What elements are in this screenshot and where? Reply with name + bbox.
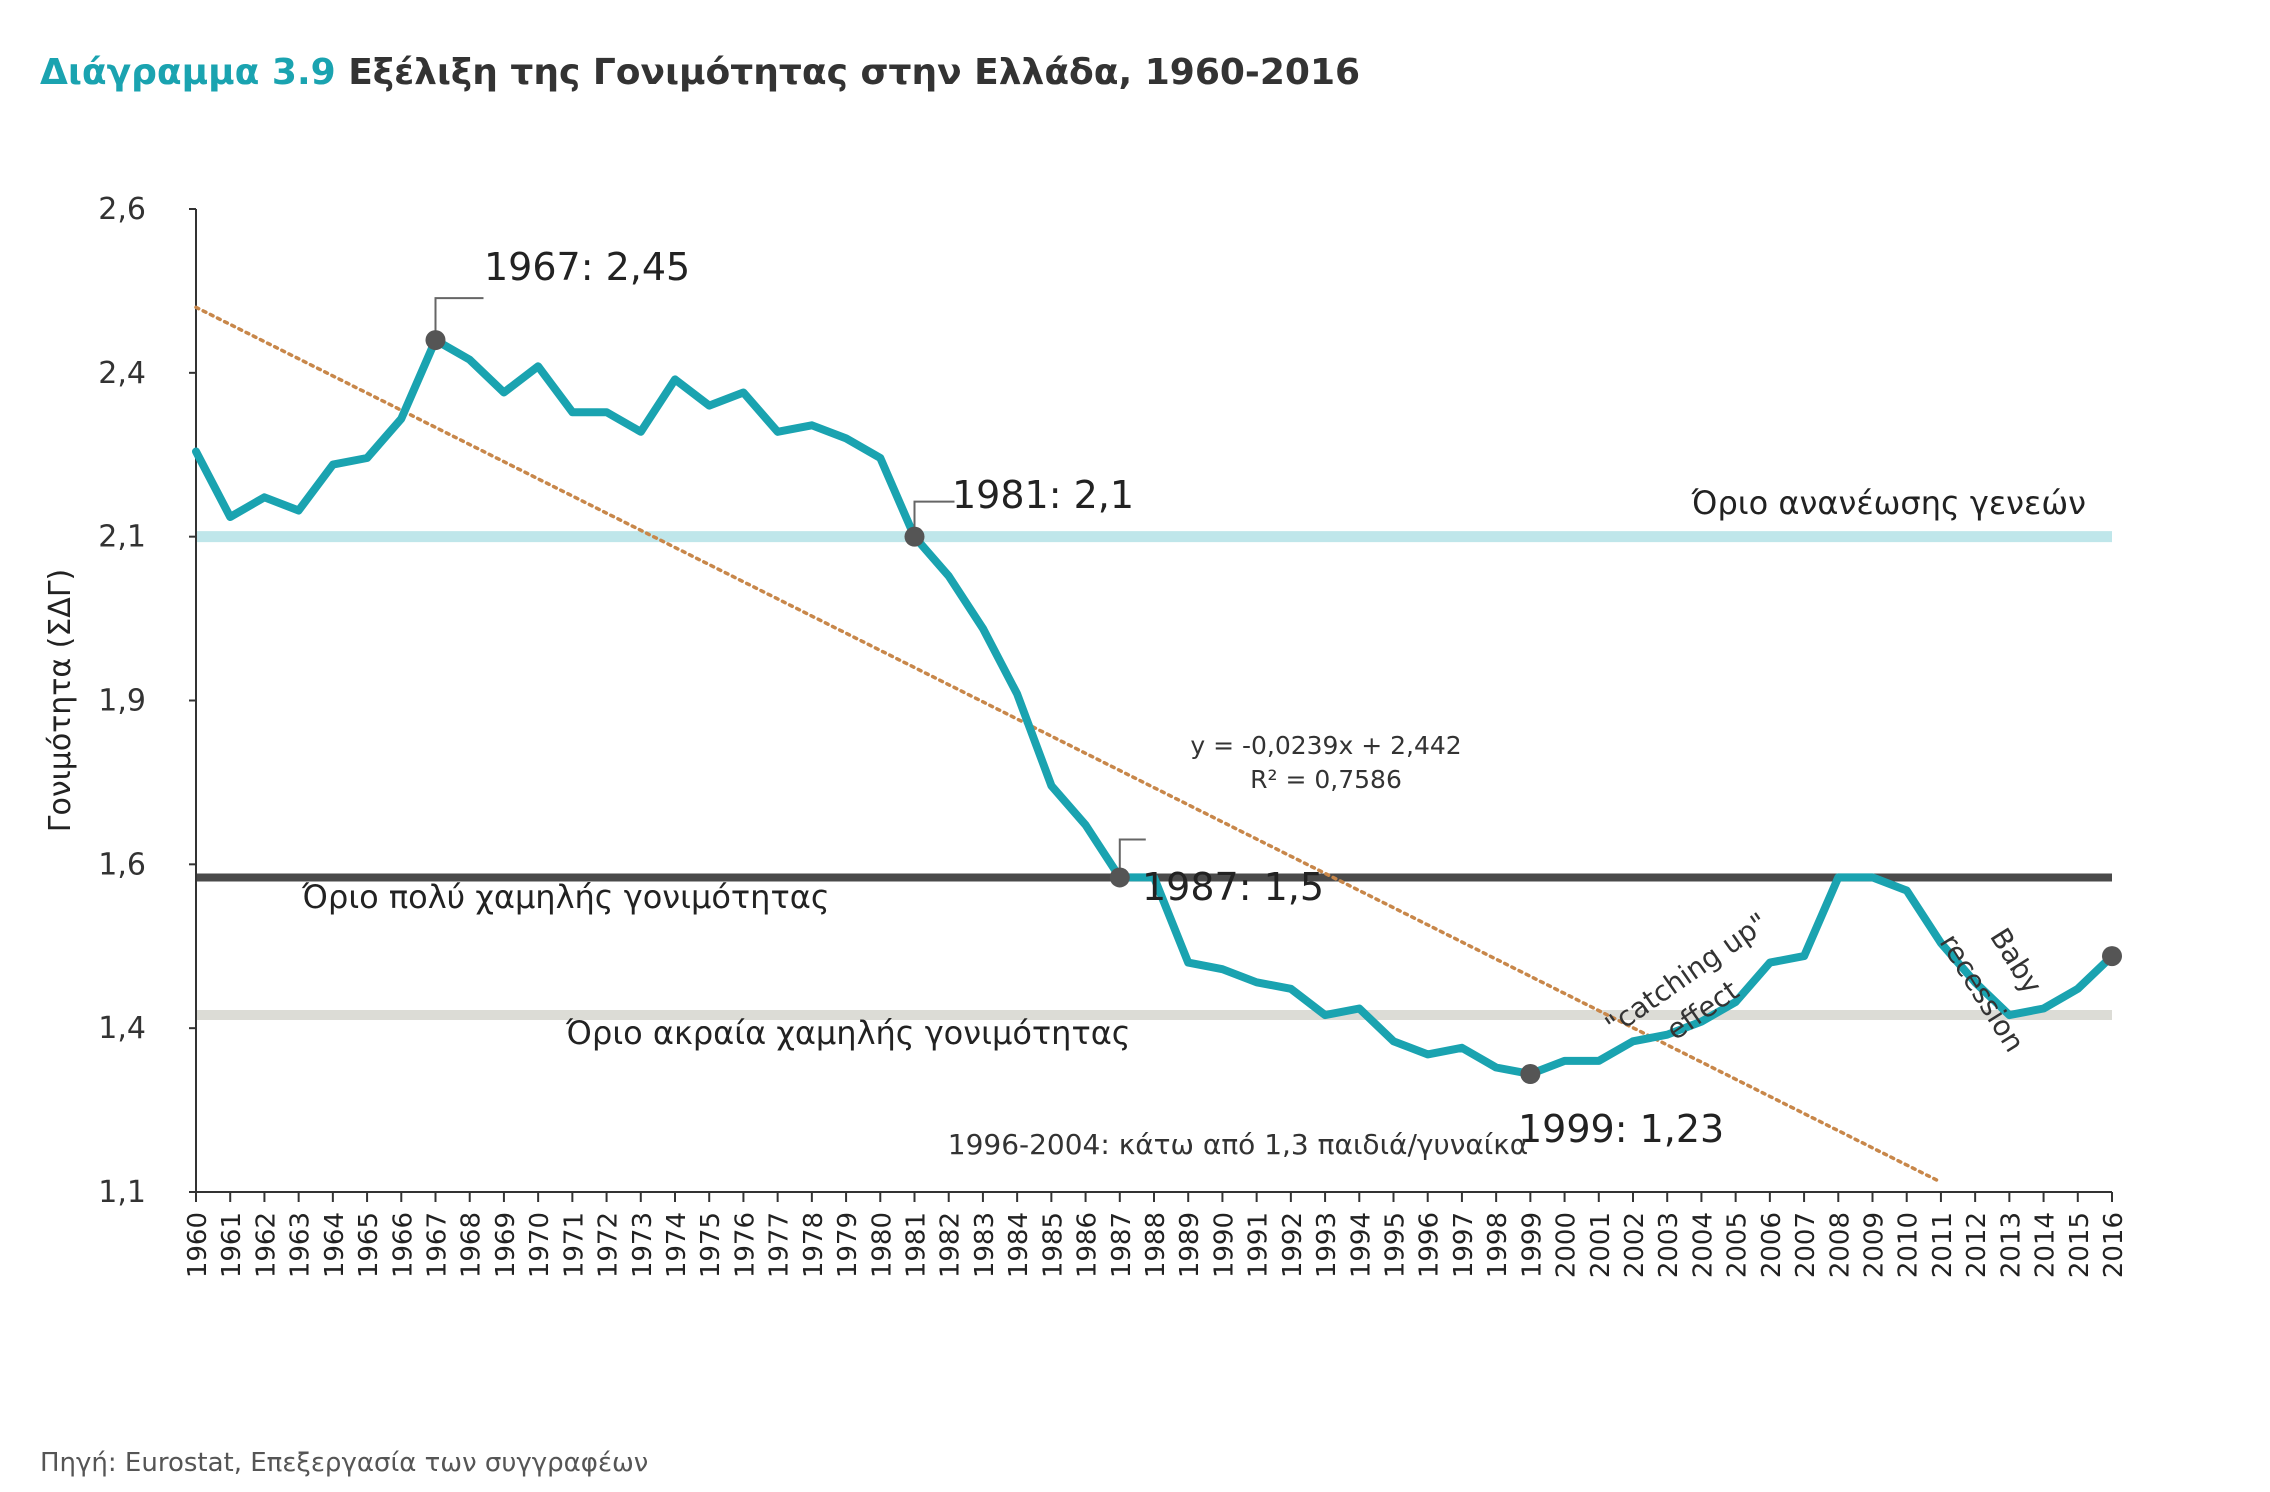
x-tick-label: 1987 — [1107, 1212, 1137, 1278]
y-tick-label: 1,1 — [98, 1175, 146, 1210]
marker-1967 — [425, 330, 446, 351]
trend-equation: y = -0,0239x + 2,442 — [1190, 731, 1461, 760]
marker-1967-leader — [434, 297, 484, 341]
x-tick-label: 1986 — [1073, 1212, 1103, 1278]
x-tick-label: 1998 — [1483, 1212, 1513, 1278]
x-tick-label: 1992 — [1278, 1212, 1308, 1278]
x-tick-label: 1963 — [286, 1212, 316, 1278]
x-tick-label: 1968 — [457, 1212, 487, 1278]
reference-lines — [196, 531, 2112, 1021]
series-line — [192, 336, 2116, 1078]
highlight-markers — [425, 297, 2122, 1085]
x-tick-label: 1995 — [1381, 1212, 1411, 1278]
x-tick-label: 1989 — [1175, 1212, 1205, 1278]
x-tick-label: 2006 — [1757, 1212, 1787, 1278]
x-tick-label: 1981 — [902, 1212, 932, 1278]
x-tick-label: 2015 — [2065, 1212, 2095, 1278]
annotation-1967: 1967: 2,45 — [484, 245, 690, 289]
x-tick-label: 1962 — [251, 1212, 281, 1278]
marker-1981 — [904, 526, 925, 547]
x-tick-label: 1974 — [662, 1212, 692, 1278]
x-tick-label: 1994 — [1346, 1212, 1376, 1278]
x-tick-label: 2010 — [1894, 1212, 1924, 1278]
x-tick-label: 1971 — [559, 1212, 589, 1278]
series-group — [192, 336, 2116, 1078]
x-tick-label: 1977 — [765, 1212, 795, 1278]
x-tick-label: 1984 — [1004, 1212, 1034, 1278]
x-tick-label: 1975 — [696, 1212, 726, 1278]
x-tick-label: 1961 — [217, 1212, 247, 1278]
trend-r-squared: R² = 0,7586 — [1250, 765, 1402, 794]
chart-title-number: Διάγραμμα 3.9 — [40, 52, 336, 93]
x-tick-label: 1990 — [1209, 1212, 1239, 1278]
x-tick-label: 1969 — [491, 1212, 521, 1278]
x-tick-label: 2004 — [1688, 1212, 1718, 1278]
annotation-1981: 1981: 2,1 — [952, 473, 1134, 517]
reference-label-extreme-low: Όριο ακραία χαμηλής γονιμότητας — [565, 1014, 1131, 1052]
marker-1999 — [1520, 1064, 1541, 1085]
x-tick-label: 2012 — [1962, 1212, 1992, 1278]
period-note: 1996-2004: κάτω από 1,3 παιδιά/γυναίκα — [948, 1128, 1528, 1161]
x-tick-label: 1960 — [183, 1212, 213, 1278]
annotation-1999: 1999: 1,23 — [1518, 1107, 1724, 1151]
marker-1981-leader — [913, 500, 955, 537]
x-tick-label: 2003 — [1654, 1212, 1684, 1278]
x-tick-label: 1993 — [1312, 1212, 1342, 1278]
x-tick-label: 1967 — [423, 1212, 453, 1278]
x-tick-label: 1972 — [594, 1212, 624, 1278]
x-tick-label: 1970 — [525, 1212, 555, 1278]
x-tick-label: 1997 — [1449, 1212, 1479, 1278]
x-tick-label: 2000 — [1552, 1212, 1582, 1278]
x-tick-label: 1978 — [799, 1212, 829, 1278]
x-tick-label: 1988 — [1141, 1212, 1171, 1278]
x-tick-label: 2007 — [1791, 1212, 1821, 1278]
x-tick-label: 1983 — [970, 1212, 1000, 1278]
x-tick-label: 1979 — [833, 1212, 863, 1278]
x-tick-label: 1966 — [388, 1212, 418, 1278]
x-tick-label: 2011 — [1928, 1212, 1958, 1278]
chart-title: Διάγραμμα 3.9 Εξέλιξη της Γονιμότητας στ… — [40, 52, 1360, 93]
x-tick-label: 2008 — [1825, 1212, 1855, 1278]
x-tick-label: 1996 — [1415, 1212, 1445, 1278]
y-axis-title: Γονιμότητα (ΣΔΓ) — [43, 569, 78, 832]
x-tick-label: 1965 — [354, 1212, 384, 1278]
x-tick-label: 1999 — [1517, 1212, 1547, 1278]
reference-label-very-low: Όριο πολύ χαμηλής γονιμότητας — [301, 878, 830, 916]
x-tick-label: 1964 — [320, 1212, 350, 1278]
x-tick-label: 2001 — [1586, 1212, 1616, 1278]
annotations: Όριο ανανέωσης γενεών Όριο πολύ χαμηλής … — [301, 245, 2086, 1161]
x-tick-label: 1973 — [628, 1212, 658, 1278]
y-tick-label: 1,4 — [98, 1011, 146, 1046]
x-tick-label: 2013 — [1996, 1212, 2026, 1278]
x-tick-label: 2014 — [2031, 1212, 2061, 1278]
x-tick-label: 2005 — [1723, 1212, 1753, 1278]
y-tick-label: 2,1 — [98, 520, 146, 555]
y-tick-label: 1,9 — [98, 684, 146, 719]
x-tick-label: 1976 — [730, 1212, 760, 1278]
source-note: Πηγή: Eurostat, Επεξεργασία των συγγραφέ… — [40, 1448, 649, 1478]
x-tick-label: 2016 — [2099, 1212, 2129, 1278]
annotation-1987: 1987: 1,5 — [1142, 865, 1324, 909]
marker-2016 — [2102, 946, 2122, 967]
x-tick-label: 1991 — [1244, 1212, 1274, 1278]
x-tick-label: 1985 — [1038, 1212, 1068, 1278]
chart-title-text: Εξέλιξη της Γονιμότητας στην Ελλάδα, 196… — [348, 52, 1361, 93]
x-tick-label: 2002 — [1620, 1212, 1650, 1278]
x-tick-label: 2009 — [1860, 1212, 1890, 1278]
y-tick-label: 2,4 — [98, 356, 146, 391]
y-tick-label: 1,6 — [98, 847, 146, 882]
marker-1987-leader — [1118, 838, 1146, 878]
x-tick-label: 1980 — [867, 1212, 897, 1278]
x-tick-label: 1982 — [936, 1212, 966, 1278]
reference-label-renewal: Όριο ανανέωσης γενεών — [1690, 484, 2086, 522]
marker-1987 — [1109, 867, 1130, 888]
y-tick-label: 2,6 — [98, 192, 146, 227]
